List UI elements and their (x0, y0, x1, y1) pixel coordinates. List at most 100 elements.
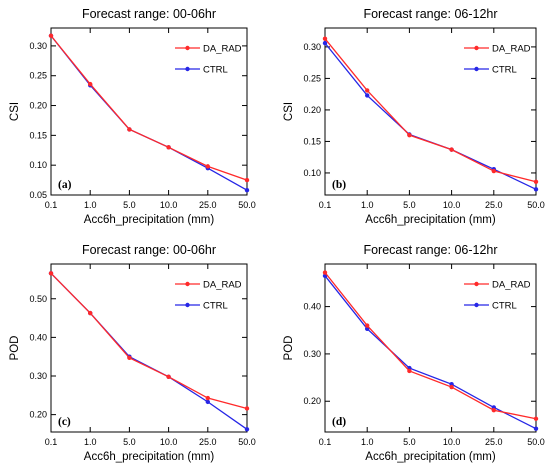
plot-frame (324, 27, 537, 196)
data-point-da-rad (533, 416, 539, 421)
x-tick-label: 5.0 (403, 200, 416, 210)
x-tick-label: 25.0 (485, 200, 503, 210)
x-tick-label: 1.0 (361, 200, 374, 210)
legend-marker (185, 45, 190, 51)
legend-label: CTRL (492, 301, 517, 312)
data-point-da-rad (48, 33, 54, 38)
y-tick-label: 0.20 (303, 396, 321, 406)
legend-label: DA_RAD (492, 280, 531, 291)
data-point-da-rad (48, 271, 54, 276)
x-tick-label: 0.1 (319, 437, 332, 447)
panel-label: (b) (332, 179, 346, 191)
data-point-da-rad (166, 145, 171, 150)
y-tick-label: 0.30 (29, 371, 47, 381)
data-point-ctrl (533, 187, 539, 192)
y-tick-label: 0.50 (29, 294, 47, 304)
series-line-ctrl (50, 272, 248, 430)
chart-panel-2: Forecast range: 06-12hr 0.1 1.0 5.0 10.0 25.0… (283, 7, 545, 226)
y-tick-label: 0.20 (29, 410, 47, 420)
legend-marker (185, 66, 190, 72)
x-tick-label: 10.0 (443, 200, 461, 210)
x-tick-label: 50.0 (527, 200, 545, 210)
data-point-da-rad (365, 323, 370, 328)
x-axis-label: Acc6h_precipitation (mm) (365, 214, 496, 226)
legend-marker (474, 281, 479, 287)
x-tick-label: 25.0 (199, 437, 217, 447)
series-line-da-rad (324, 272, 537, 420)
data-point-da-rad (449, 384, 454, 390)
data-point-da-rad (407, 132, 412, 138)
y-tick-label: 0.40 (303, 302, 321, 312)
data-point-da-rad (88, 81, 93, 87)
data-point-da-rad (205, 395, 210, 401)
x-tick-label: 50.0 (527, 437, 545, 447)
y-tick-label: 0.10 (303, 168, 321, 178)
y-tick-label: 0.30 (303, 42, 321, 52)
data-point-ctrl (533, 426, 539, 431)
x-axis-label: Acc6h_precipitation (mm) (365, 451, 496, 463)
data-point-ctrl (244, 188, 250, 193)
x-tick-label: 5.0 (403, 437, 416, 447)
x-tick-label: 1.0 (361, 437, 374, 447)
series-line-da-rad (324, 38, 537, 183)
x-tick-label: 1.0 (84, 437, 97, 447)
data-point-da-rad (322, 270, 328, 275)
legend-label: CTRL (492, 65, 517, 76)
data-point-da-rad (449, 147, 454, 152)
data-point-da-rad (322, 36, 328, 41)
y-tick-label: 0.25 (29, 71, 47, 81)
x-tick-label: 10.0 (443, 437, 461, 447)
data-point-da-rad (244, 406, 250, 411)
data-point-da-rad (166, 374, 171, 379)
y-tick-label: 0.30 (29, 41, 47, 51)
x-axis-label: Acc6h_precipitation (mm) (84, 214, 215, 226)
series-line-ctrl (50, 35, 248, 191)
chart-panel-4: Forecast range: 06-12hr 0.1 1.0 5.0 10.0 25.0… (283, 243, 545, 463)
series-line-da-rad (50, 35, 248, 181)
data-point-ctrl (322, 40, 328, 46)
x-axis-label: Acc6h_precipitation (mm) (84, 451, 215, 463)
series-line-ctrl (324, 275, 537, 430)
legend-marker (474, 302, 479, 308)
data-point-ctrl (365, 326, 370, 332)
data-point-ctrl (244, 427, 250, 432)
y-tick-label: 0.20 (29, 101, 47, 111)
legend-label: CTRL (203, 301, 228, 312)
y-tick-label: 0.25 (303, 73, 321, 83)
data-point-da-rad (244, 177, 250, 183)
y-tick-label: 0.15 (303, 136, 321, 146)
data-point-da-rad (127, 355, 132, 361)
data-point-da-rad (205, 164, 210, 169)
x-tick-label: 50.0 (238, 200, 256, 210)
chart-title: Forecast range: 00-06hr (82, 243, 216, 257)
panel-label: (d) (332, 416, 346, 428)
data-point-da-rad (407, 368, 412, 374)
x-tick-label: 10.0 (160, 200, 178, 210)
legend-marker (474, 45, 479, 51)
chart-title: Forecast range: 06-12hr (363, 7, 497, 21)
y-tick-label: 0.10 (29, 160, 47, 170)
y-tick-label: 0.30 (303, 349, 321, 359)
y-tick-label: 0.40 (29, 332, 47, 342)
x-tick-label: 25.0 (485, 437, 503, 447)
y-tick-label: 0.05 (29, 190, 47, 200)
data-point-da-rad (491, 408, 496, 413)
x-tick-label: 1.0 (84, 200, 97, 210)
legend-marker (185, 281, 190, 287)
data-point-da-rad (365, 88, 370, 93)
legend-label: DA_RAD (203, 44, 242, 55)
legend-label: DA_RAD (492, 44, 531, 55)
plot-frame (324, 263, 537, 433)
data-point-ctrl (365, 93, 370, 98)
series-line-da-rad (50, 272, 248, 410)
panel-label: (a) (58, 179, 72, 191)
data-point-da-rad (127, 127, 132, 132)
legend-label: DA_RAD (203, 280, 242, 291)
chart-panel-1: Forecast range: 00-06hr 0.1 1.0 5.0 10.0 25.0… (9, 7, 256, 226)
data-point-da-rad (491, 168, 496, 174)
x-tick-label: 5.0 (123, 200, 136, 210)
data-point-ctrl (205, 399, 210, 405)
x-tick-label: 5.0 (123, 437, 136, 447)
x-tick-label: 0.1 (45, 200, 58, 210)
